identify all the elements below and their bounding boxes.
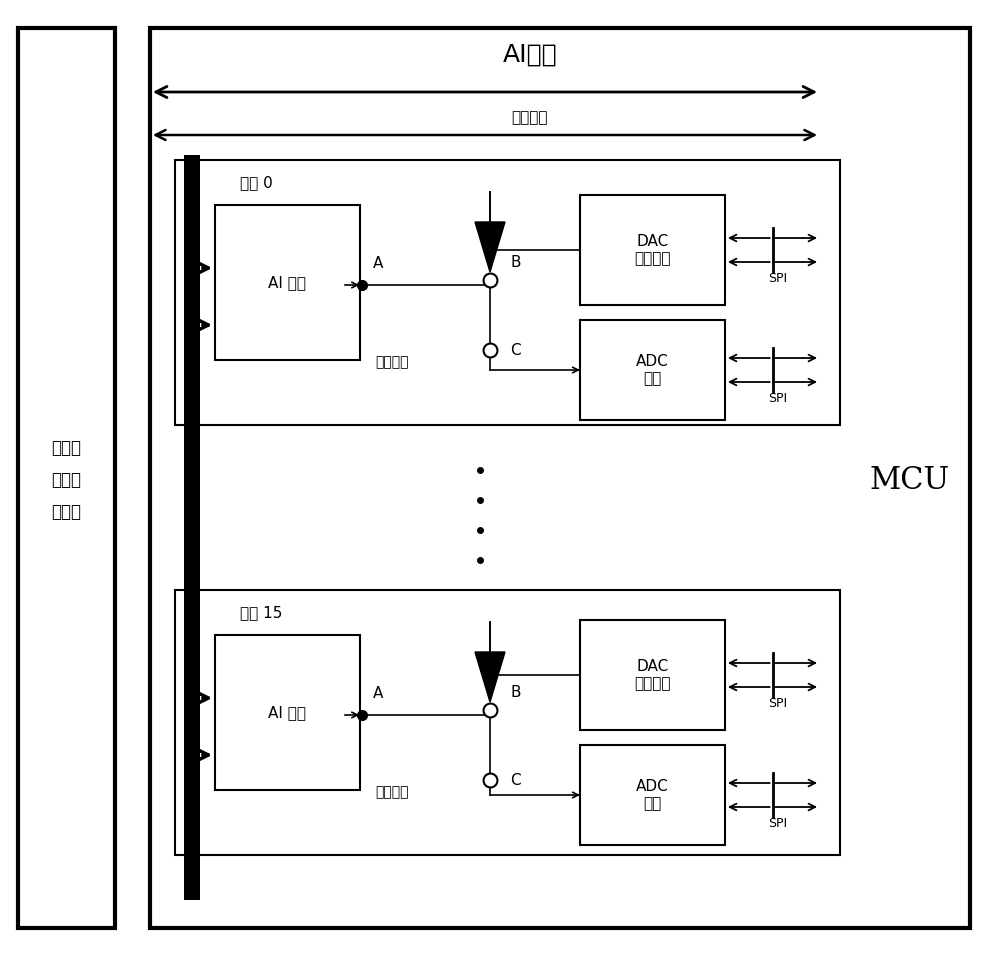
Text: 电控开关: 电控开关 bbox=[375, 355, 409, 369]
Text: 通道 0: 通道 0 bbox=[240, 176, 273, 190]
Polygon shape bbox=[475, 222, 505, 272]
Bar bbox=[18, 28, 115, 928]
Text: SPI: SPI bbox=[768, 817, 787, 830]
Text: SPI: SPI bbox=[768, 271, 787, 285]
Bar bbox=[215, 205, 360, 360]
Text: B: B bbox=[510, 685, 520, 699]
Bar bbox=[580, 320, 725, 420]
Bar bbox=[215, 635, 360, 790]
Bar bbox=[184, 155, 200, 900]
Text: C: C bbox=[510, 773, 521, 788]
Text: 串行通信: 串行通信 bbox=[512, 111, 548, 125]
Text: 可编程
仪用校
准设备: 可编程 仪用校 准设备 bbox=[51, 439, 81, 521]
Polygon shape bbox=[475, 652, 505, 702]
Bar bbox=[580, 745, 725, 845]
Text: 电控开关: 电控开关 bbox=[375, 785, 409, 799]
Bar bbox=[150, 28, 970, 928]
Text: 通道 15: 通道 15 bbox=[240, 605, 282, 621]
Bar bbox=[175, 160, 840, 425]
Text: C: C bbox=[510, 343, 521, 357]
Text: B: B bbox=[510, 254, 520, 269]
Text: AI 前端: AI 前端 bbox=[268, 275, 306, 290]
Text: SPI: SPI bbox=[768, 696, 787, 710]
Text: MCU: MCU bbox=[870, 464, 950, 496]
Text: A: A bbox=[373, 256, 383, 270]
Text: AI模块: AI模块 bbox=[503, 43, 557, 67]
Bar bbox=[580, 195, 725, 305]
Text: A: A bbox=[373, 686, 383, 701]
Bar bbox=[580, 620, 725, 730]
Text: DAC
诊断输出: DAC 诊断输出 bbox=[634, 659, 671, 691]
Text: AI 前端: AI 前端 bbox=[268, 705, 306, 720]
Bar bbox=[175, 590, 840, 855]
Text: ADC
采集: ADC 采集 bbox=[636, 778, 669, 811]
Text: SPI: SPI bbox=[768, 392, 787, 405]
Text: ADC
采集: ADC 采集 bbox=[636, 353, 669, 386]
Text: DAC
诊断输出: DAC 诊断输出 bbox=[634, 234, 671, 266]
